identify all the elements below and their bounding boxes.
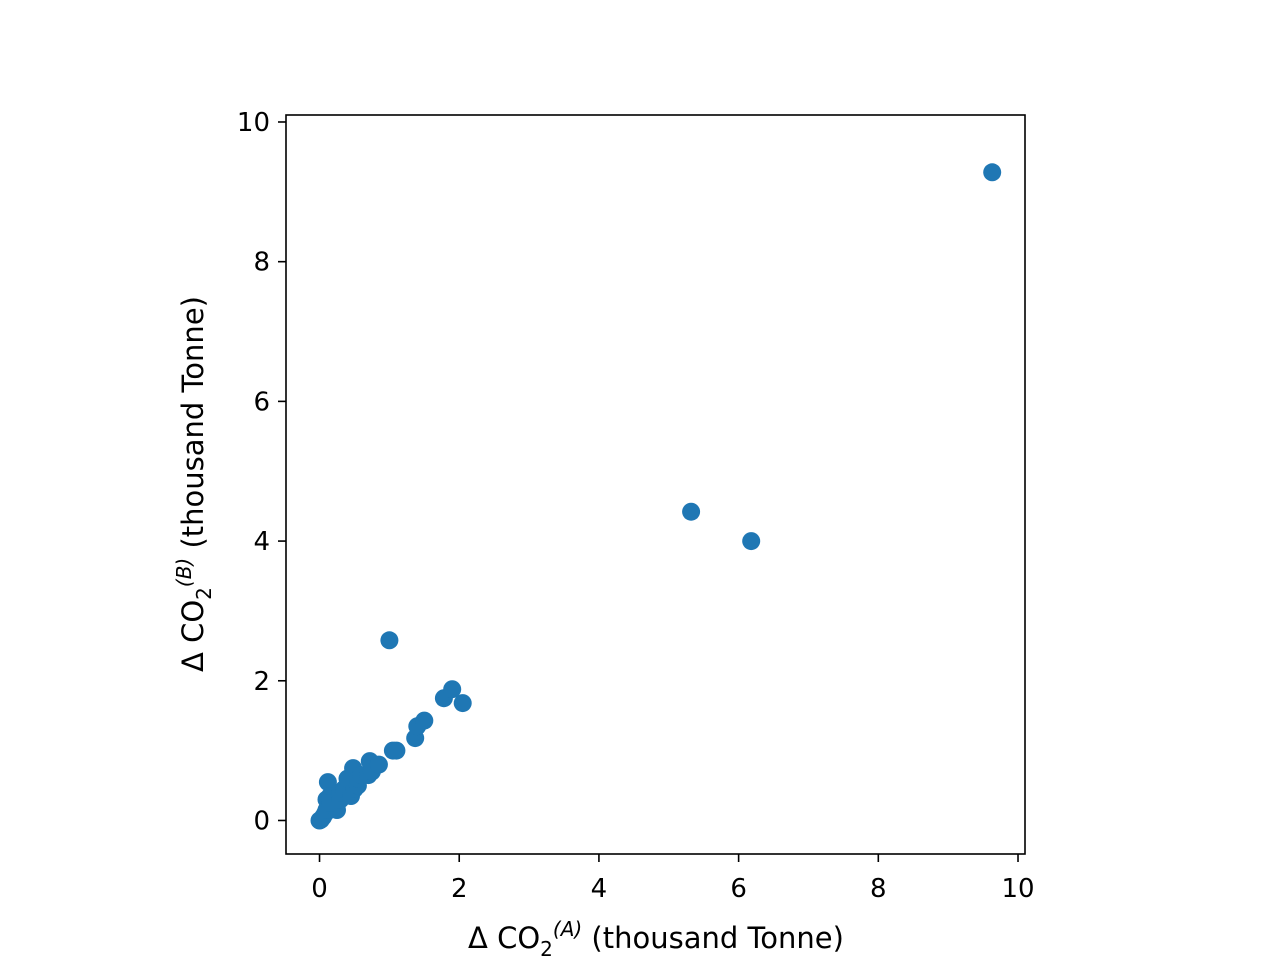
x-tick-label: 2 [451, 874, 468, 904]
data-points [310, 163, 1002, 830]
data-point [742, 532, 761, 551]
x-tick-label: 10 [1001, 874, 1034, 904]
y-axis-label: Δ CO2(B) (thousand Tonne) [172, 296, 216, 672]
y-tick-label: 4 [253, 527, 270, 557]
x-axis-label: Δ CO2(A) (thousand Tonne) [468, 917, 844, 960]
data-point [983, 163, 1002, 182]
x-tick-label: 4 [591, 874, 608, 904]
axis-ticks: 0 2 4 6 8 10 0 2 4 6 8 10 [237, 108, 1035, 904]
y-tick-label: 6 [253, 387, 270, 417]
data-point [682, 502, 701, 521]
data-point [415, 711, 434, 730]
data-point [369, 755, 388, 774]
y-tick-label: 10 [237, 108, 270, 138]
plot-frame [285, 114, 1026, 855]
data-point [318, 773, 337, 792]
y-tick-label: 0 [253, 806, 270, 836]
x-tick-label: 8 [870, 874, 887, 904]
data-point [443, 680, 462, 699]
y-tick-label: 8 [253, 248, 270, 278]
data-point [453, 694, 472, 713]
data-point [380, 631, 399, 650]
x-tick-label: 6 [730, 874, 747, 904]
data-point [387, 741, 406, 760]
x-tick-label: 0 [311, 874, 328, 904]
y-tick-label: 2 [253, 667, 270, 697]
